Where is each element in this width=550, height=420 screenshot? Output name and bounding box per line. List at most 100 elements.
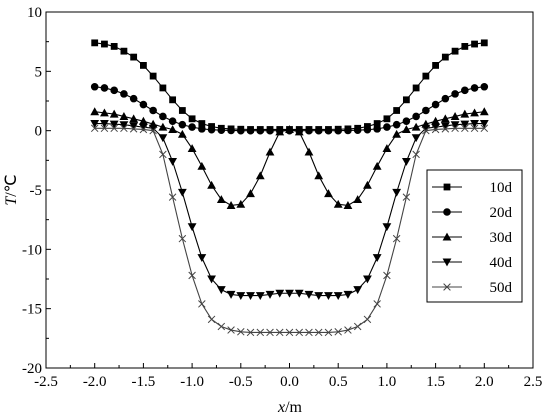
data-point (324, 126, 333, 135)
data-point (237, 328, 245, 336)
data-point (431, 125, 440, 134)
data-point (168, 193, 177, 201)
legend-label: 20d (490, 205, 513, 221)
data-point (119, 112, 129, 120)
legend-marker (443, 183, 451, 191)
data-point (480, 82, 489, 91)
x-tick-label: 1.5 (426, 374, 445, 390)
data-point (431, 123, 440, 132)
data-point (305, 126, 313, 135)
data-point (188, 271, 196, 280)
legend-label: 50d (490, 280, 513, 296)
data-point (255, 292, 265, 301)
x-tick-label: 2.0 (475, 374, 494, 390)
legend-item-40d: 40d (432, 255, 513, 271)
y-tick-label: -15 (22, 302, 42, 318)
data-point (470, 124, 479, 133)
data-point (304, 290, 314, 299)
data-point (129, 122, 139, 131)
data-point (237, 126, 245, 135)
x-tick-label: 1.0 (378, 374, 397, 390)
data-point (402, 193, 411, 201)
series-40d (90, 120, 489, 301)
data-point (101, 40, 108, 48)
data-point (401, 158, 411, 166)
data-point (441, 125, 450, 133)
data-point (187, 223, 197, 232)
data-point (91, 39, 99, 47)
data-point (334, 328, 342, 336)
x-tick-label: 0.0 (280, 374, 299, 390)
data-point (178, 107, 186, 114)
data-point (198, 300, 206, 308)
data-point (363, 275, 372, 284)
y-tick-label: 10 (27, 5, 42, 21)
x-tick-label: 2.5 (524, 374, 543, 390)
data-point (344, 326, 352, 334)
data-point (285, 289, 294, 298)
x-tick-label: -2.0 (83, 374, 107, 390)
data-point (353, 322, 362, 331)
data-point (140, 62, 147, 69)
data-point (382, 144, 392, 152)
series-layer (90, 39, 489, 337)
legend-item-20d: 20d (432, 205, 513, 221)
data-point (344, 126, 352, 135)
data-point (120, 90, 128, 98)
data-point (169, 96, 177, 104)
data-point (177, 188, 187, 197)
legend-marker (443, 208, 451, 216)
data-point (159, 112, 167, 121)
y-tick-label: 5 (35, 64, 43, 80)
y-tick-label: -10 (22, 242, 42, 258)
data-point (236, 292, 246, 301)
data-point (159, 84, 167, 92)
data-point (168, 117, 177, 125)
x-axis: -2.5 -2.0 -1.5 -1.0 -0.5 0.0 0.5 1.0 1.5 2.0 2.5 (34, 363, 542, 390)
data-point (168, 158, 178, 166)
data-point (139, 100, 148, 109)
data-point (304, 147, 314, 156)
data-point (109, 109, 119, 118)
data-point (100, 84, 109, 92)
data-point (441, 94, 450, 103)
data-point (216, 195, 226, 204)
data-point (314, 171, 324, 180)
x-tick-label: -2.5 (34, 374, 58, 390)
legend-item-10d: 10d (432, 180, 513, 196)
data-point (333, 199, 343, 208)
y-axis: 10 5 0 -5 -10 -15 -20 (22, 5, 51, 377)
data-point (236, 199, 246, 208)
y-axis-var: T (3, 196, 20, 206)
data-point (148, 124, 158, 133)
data-point (188, 123, 196, 131)
data-point (392, 129, 402, 138)
data-point (450, 121, 460, 130)
data-point (470, 84, 479, 92)
data-point (217, 126, 226, 134)
legend-marker (442, 258, 452, 267)
data-point (461, 43, 469, 50)
data-point (294, 289, 304, 298)
data-point (198, 125, 206, 133)
data-point (129, 94, 138, 103)
data-point (324, 328, 333, 337)
data-point (412, 84, 420, 92)
data-point (187, 144, 197, 152)
data-point (479, 107, 489, 116)
y-axis-unit: /℃ (3, 174, 20, 196)
data-point (90, 82, 99, 91)
data-point (246, 189, 255, 198)
legend-marker (443, 283, 451, 291)
series-line-40d (94, 123, 485, 297)
data-point (149, 126, 157, 135)
data-point (460, 109, 470, 118)
data-point (383, 115, 391, 123)
data-point (470, 108, 479, 117)
data-point (275, 127, 285, 136)
data-point (401, 125, 411, 133)
data-point (440, 122, 450, 131)
data-point (256, 328, 265, 337)
data-point (120, 47, 128, 55)
data-point (110, 124, 118, 133)
